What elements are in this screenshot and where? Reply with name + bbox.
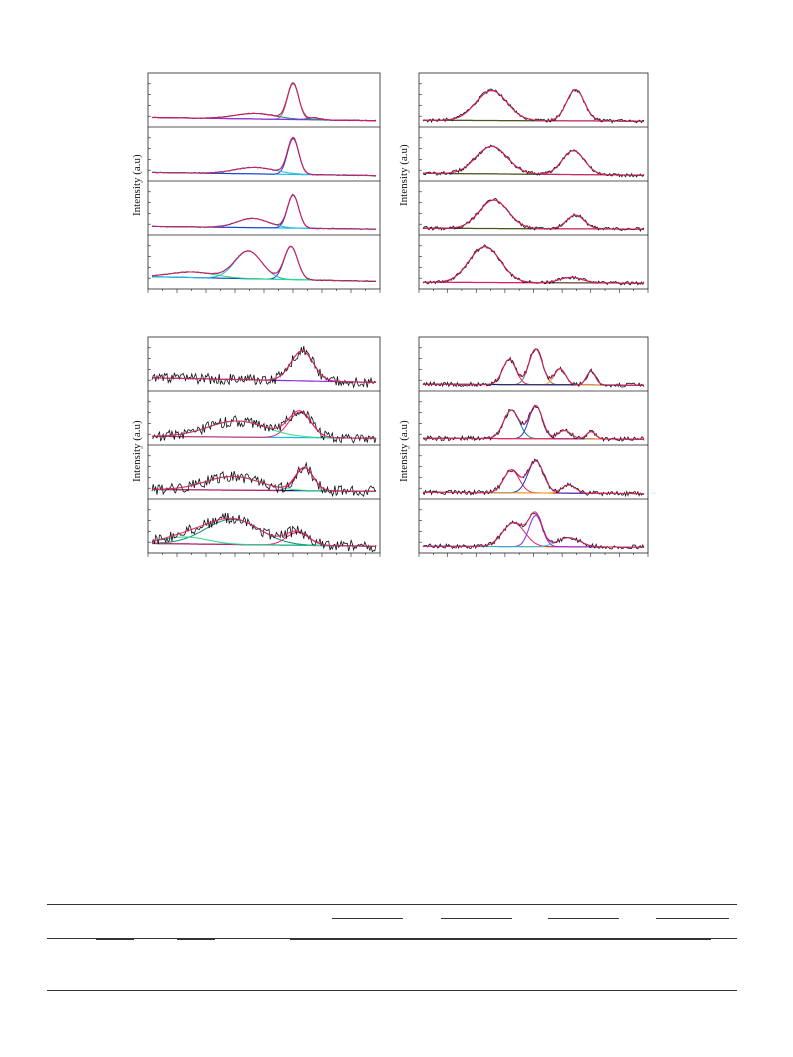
- raw-spectrum: [422, 348, 645, 388]
- component-peak: [151, 250, 376, 282]
- component-peak: [423, 145, 645, 176]
- component-peak: [151, 245, 376, 282]
- raw-spectrum: [422, 404, 645, 442]
- group-rule-1: [332, 918, 403, 919]
- component-peak: [423, 89, 644, 122]
- envelope-fit: [151, 410, 376, 439]
- component-peak: [423, 90, 644, 122]
- raw-spectrum: [151, 82, 377, 122]
- sub-rule-3: [290, 938, 711, 940]
- component-peak: [423, 409, 644, 440]
- envelope-fit: [152, 194, 377, 230]
- envelope-fit: [423, 511, 644, 548]
- envelope-fit: [152, 350, 376, 383]
- component-peak: [423, 348, 644, 386]
- component-peak: [423, 460, 644, 495]
- component-peak: [423, 358, 644, 386]
- raw-spectrum: [151, 345, 377, 389]
- envelope-fit: [423, 348, 644, 386]
- component-peak: [423, 199, 644, 230]
- envelope-fit: [151, 245, 376, 282]
- group-rule-3: [548, 918, 619, 919]
- component-peak: [152, 137, 376, 177]
- ylabel-top-right: Intensity (a.u): [398, 144, 410, 206]
- raw-spectrum: [422, 198, 645, 232]
- envelope-fit: [151, 517, 376, 547]
- envelope-fit: [423, 199, 644, 230]
- sub-rule-1: [96, 938, 134, 940]
- component-peak: [152, 531, 376, 547]
- envelope-fit: [152, 136, 376, 177]
- envelope-fit: [423, 89, 644, 122]
- raw-spectrum: [151, 245, 377, 283]
- table-bottom-rule: [47, 990, 737, 991]
- component-peak: [423, 522, 644, 548]
- spectra-figure: [147, 72, 649, 557]
- component-peak: [152, 350, 376, 383]
- raw-spectrum: [422, 244, 645, 286]
- component-peak: [152, 194, 377, 230]
- component-peak: [423, 469, 644, 495]
- envelope-fit: [423, 460, 644, 495]
- ylabel-bottom-right: Intensity (a.u): [398, 420, 410, 482]
- ylabel-bottom-left: Intensity (a.u): [131, 420, 143, 482]
- table-top-rule: [47, 904, 737, 905]
- group-rule-2: [441, 918, 512, 919]
- envelope-fit: [152, 81, 376, 122]
- component-peak: [423, 405, 644, 440]
- ylabel-top-left: Intensity (a.u): [131, 154, 143, 216]
- raw-spectrum: [151, 137, 377, 177]
- component-peak: [151, 271, 376, 282]
- envelope-fit: [423, 145, 645, 176]
- envelope-fit: [423, 404, 644, 440]
- raw-spectrum: [151, 461, 377, 498]
- table-rules: [0, 890, 793, 1000]
- component-peak: [423, 370, 644, 386]
- sub-rule-2: [177, 938, 215, 940]
- component-peak: [152, 83, 376, 122]
- raw-spectrum: [151, 512, 377, 553]
- raw-spectrum: [422, 458, 645, 498]
- envelope-fit: [423, 246, 644, 284]
- envelope-fit: [152, 466, 376, 492]
- raw-spectrum: [151, 193, 377, 230]
- group-rule-4: [656, 918, 729, 919]
- raw-spectrum: [422, 512, 645, 550]
- component-peak: [423, 246, 644, 284]
- figure: Intensity (a.u) Intensity (a.u) Intensit…: [131, 72, 649, 557]
- component-peak: [423, 368, 644, 386]
